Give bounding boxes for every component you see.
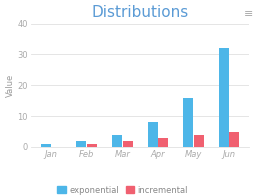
Legend: exponential, incremental: exponential, incremental [58,186,188,195]
Title: Distributions: Distributions [91,5,189,20]
Bar [87,144,97,147]
Bar [76,141,86,147]
Bar [123,141,133,147]
Bar [148,122,158,147]
Bar [41,144,51,147]
Bar [112,135,122,147]
Bar [230,132,239,147]
Text: ≡: ≡ [244,9,253,19]
Bar [194,135,204,147]
Y-axis label: Value: Value [6,74,15,97]
Bar [158,138,168,147]
Bar [183,98,193,147]
Bar [219,48,229,147]
